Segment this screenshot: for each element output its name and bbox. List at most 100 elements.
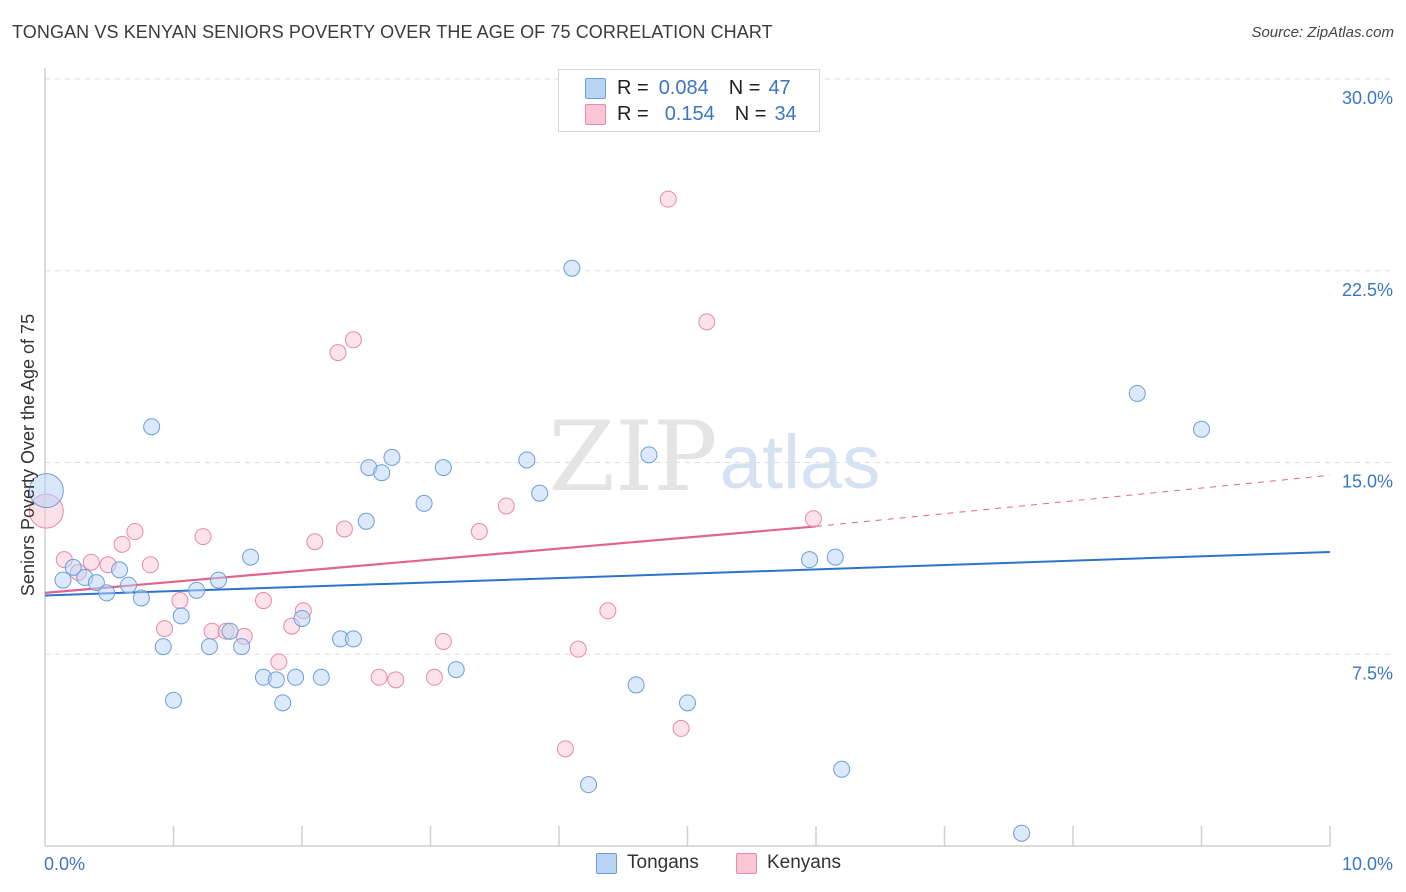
data-point-tongans (826, 548, 844, 566)
data-point-tongans (154, 638, 172, 656)
data-point-tongans (87, 574, 105, 592)
data-point-tongans (242, 548, 260, 566)
x-tick-label: 10.0% (1342, 854, 1393, 874)
y-tick-label: 22.5% (1342, 280, 1393, 300)
data-point-kenyans (156, 620, 174, 638)
data-point-tongans (563, 259, 581, 277)
data-point-tongans (143, 418, 161, 436)
source-credit: Source: ZipAtlas.com (1251, 24, 1394, 41)
data-point-kenyans (698, 313, 716, 331)
data-point-tongans (172, 607, 190, 625)
trend-line-tongans (44, 550, 1331, 597)
y-tick-label: 15.0% (1342, 472, 1393, 492)
data-point-tongans (64, 558, 82, 576)
data-point-kenyans (556, 740, 574, 758)
data-point-tongans (373, 464, 391, 482)
data-point-tongans (344, 630, 362, 648)
legend-n-value: 47 (768, 76, 791, 99)
data-point-tongans (200, 638, 218, 656)
swatch-tongans (596, 852, 617, 874)
data-point-tongans (1013, 824, 1031, 842)
x-tick-label: 0.0% (44, 854, 85, 874)
y-axis-label: Seniors Poverty Over the Age of 75 (18, 314, 38, 596)
legend-r-label: R = (617, 76, 649, 99)
data-point-tongans (833, 760, 851, 778)
trend-line-kenyans-extrapolated (815, 474, 1331, 527)
bottom-legend-kenyans: Kenyans (736, 852, 841, 874)
trend-lines (44, 474, 1331, 597)
series-label-tongans: Tongans (627, 852, 699, 873)
data-point-tongans (120, 576, 138, 594)
data-point-tongans (415, 494, 433, 512)
legend-swatch-tongans (585, 78, 606, 99)
data-point-tongans (267, 671, 285, 689)
gridlines (45, 78, 1392, 655)
data-point-tongans (233, 638, 251, 656)
watermark-atlas: atlas (720, 420, 881, 505)
legend-r-label: R = (617, 102, 649, 125)
data-point-tongans (28, 473, 64, 509)
swatch-kenyans (736, 852, 757, 874)
data-point-kenyans (387, 671, 405, 689)
data-point-tongans (209, 571, 227, 589)
data-point-tongans (287, 668, 305, 686)
data-point-tongans (274, 694, 292, 712)
data-point-kenyans (141, 556, 159, 574)
data-point-tongans (580, 776, 598, 794)
data-point-tongans (54, 571, 72, 589)
data-point-tongans (293, 609, 311, 627)
data-point-tongans (383, 448, 401, 466)
data-point-kenyans (306, 533, 324, 551)
data-point-kenyans (344, 331, 362, 349)
data-point-tongans (1128, 384, 1146, 402)
data-point-kenyans (126, 523, 144, 541)
data-point-tongans (188, 581, 206, 599)
legend-n-label: N = (734, 102, 767, 125)
data-point-kenyans (82, 553, 100, 571)
y-tick-labels: 7.5% 15.0% 22.5% 30.0% (1342, 88, 1393, 683)
data-point-tongans (132, 589, 150, 607)
legend-row-kenyans: R = 0.154 N = 34 (617, 102, 797, 126)
data-point-tongans (111, 561, 129, 579)
data-point-kenyans (470, 523, 488, 541)
series-label-kenyans: Kenyans (767, 852, 841, 873)
legend-r-value: 0.084 (658, 76, 709, 99)
legend-swatch-kenyans (585, 104, 606, 125)
data-point-kenyans (659, 190, 677, 208)
data-point-kenyans (171, 592, 189, 610)
data-point-tongans (640, 446, 658, 464)
data-point-tongans (447, 661, 465, 679)
tongans-points (28, 259, 1210, 842)
data-point-kenyans (434, 632, 452, 650)
trend-line-kenyans (44, 525, 817, 594)
data-point-tongans (221, 622, 239, 640)
x-tick-labels: 0.0% 10.0% (44, 854, 1393, 874)
data-point-tongans (518, 451, 536, 469)
data-point-tongans (434, 459, 452, 477)
legend-r-value: 0.154 (664, 102, 715, 125)
data-point-kenyans (254, 592, 272, 610)
data-point-tongans (627, 676, 645, 694)
data-point-kenyans (804, 510, 822, 528)
data-point-kenyans (270, 653, 288, 671)
chart-title: TONGAN VS KENYAN SENIORS POVERTY OVER TH… (12, 22, 773, 42)
data-point-kenyans (113, 535, 131, 553)
data-point-tongans (165, 691, 182, 709)
data-point-kenyans (203, 622, 221, 640)
bottom-legend-tongans: Tongans (596, 852, 699, 874)
data-point-kenyans (425, 668, 443, 686)
data-point-tongans (357, 512, 375, 530)
stats-legend: R = 0.084 N = 47 R = 0.154 N = 34 (558, 69, 820, 132)
data-point-kenyans (370, 668, 388, 686)
y-tick-label: 30.0% (1342, 88, 1393, 108)
axes (44, 68, 1331, 847)
data-point-kenyans (194, 528, 212, 546)
legend-n-value: 34 (774, 102, 797, 125)
data-point-tongans (531, 484, 549, 502)
data-point-kenyans (329, 344, 347, 362)
legend-row-tongans: R = 0.084 N = 47 (617, 76, 791, 100)
watermark-zip: ZIP (548, 401, 717, 513)
data-point-tongans (801, 551, 819, 569)
data-point-kenyans (569, 640, 587, 658)
